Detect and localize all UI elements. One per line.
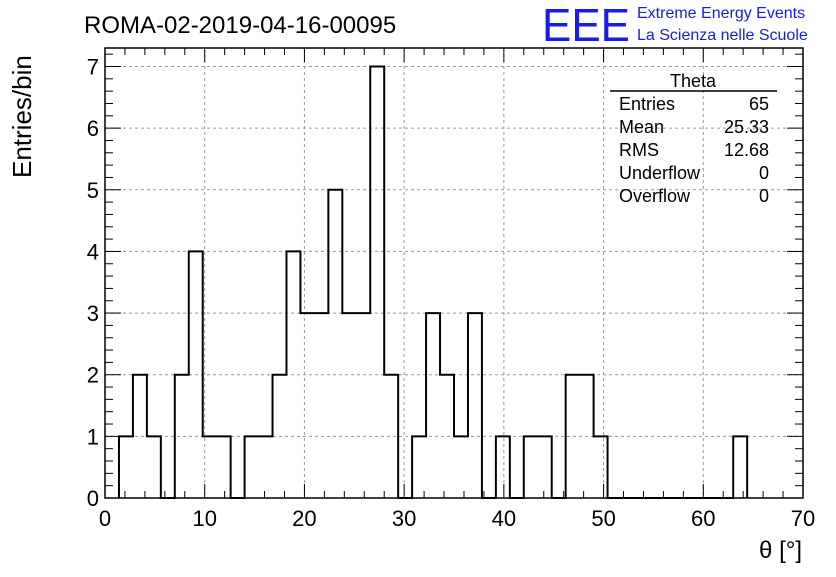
logo-line-1: Extreme Energy Events bbox=[637, 5, 805, 22]
x-tick-labels: 0 10 20 30 40 50 60 70 bbox=[99, 506, 815, 531]
y-tick-label: 1 bbox=[87, 424, 99, 449]
logo-line-2: La Scienza nelle Scuole bbox=[637, 27, 808, 44]
stats-row-label: Underflow bbox=[619, 163, 701, 183]
x-tick-label: 60 bbox=[691, 506, 715, 531]
y-tick-label: 3 bbox=[87, 301, 99, 326]
stats-row-value: 0 bbox=[759, 163, 769, 183]
x-tick-label: 40 bbox=[492, 506, 516, 531]
y-tick-label: 0 bbox=[87, 486, 99, 511]
stats-row-label: RMS bbox=[619, 140, 659, 160]
x-tick-label: 70 bbox=[791, 506, 815, 531]
y-axis-label: Entries/bin bbox=[7, 55, 37, 178]
histogram-step-line bbox=[117, 65, 749, 499]
stats-row-label: Entries bbox=[619, 94, 675, 114]
x-tick-label: 30 bbox=[392, 506, 416, 531]
stats-row-value: 65 bbox=[749, 94, 769, 114]
stats-row-value: 0 bbox=[759, 186, 769, 206]
axis-ticks bbox=[104, 48, 804, 499]
x-tick-label: 0 bbox=[99, 506, 111, 531]
x-axis-label: θ [°] bbox=[759, 537, 802, 564]
stats-row-label: Mean bbox=[619, 117, 664, 137]
x-tick-label: 10 bbox=[192, 506, 216, 531]
stats-row-value: 12.68 bbox=[724, 140, 769, 160]
stats-row-value: 25.33 bbox=[724, 117, 769, 137]
y-tick-label: 2 bbox=[87, 363, 99, 388]
run-title: ROMA-02-2019-04-16-00095 bbox=[84, 12, 396, 39]
y-tick-label: 7 bbox=[87, 54, 99, 79]
stats-title: Theta bbox=[670, 71, 717, 91]
plot-frame bbox=[104, 47, 804, 499]
x-tick-label: 50 bbox=[591, 506, 615, 531]
y-tick-labels: 0 1 2 3 4 5 6 7 bbox=[87, 54, 99, 511]
logo-mark: EEE bbox=[542, 0, 630, 51]
stats-box: Theta Entries 65 Mean 25.33 RMS 12.68 Underflo… bbox=[610, 71, 777, 206]
y-tick-label: 4 bbox=[87, 239, 99, 264]
y-tick-label: 5 bbox=[87, 178, 99, 203]
y-tick-label: 6 bbox=[87, 116, 99, 141]
x-tick-label: 20 bbox=[292, 506, 316, 531]
eee-logo: EEE Extreme Energy Events La Scienza nel… bbox=[542, 0, 808, 51]
stats-row-label: Overflow bbox=[619, 186, 691, 206]
